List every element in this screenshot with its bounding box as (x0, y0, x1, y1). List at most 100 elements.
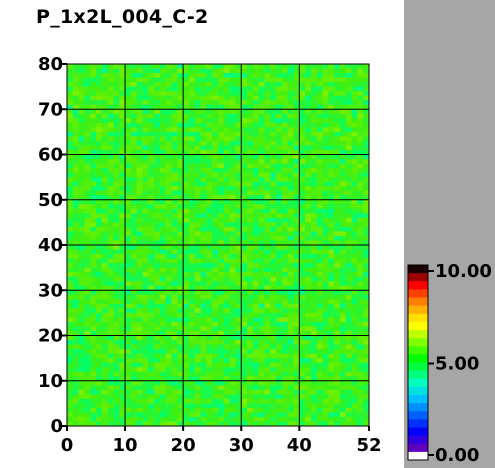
heatmap-cell (281, 312, 289, 318)
heatmap-cell (107, 335, 114, 341)
heatmap-cell (357, 349, 364, 355)
heatmap-cell (264, 64, 271, 69)
heatmap-cell (287, 86, 294, 92)
heatmap-cell (84, 95, 91, 101)
heatmap-cell (72, 86, 80, 92)
heatmap-cell (136, 159, 143, 164)
heatmap-cell (235, 258, 242, 264)
heatmap-cell (264, 254, 271, 259)
heatmap-cell (310, 195, 318, 201)
heatmap-cell (363, 131, 370, 137)
heatmap-cell (218, 213, 225, 219)
colorbar-swatch (408, 305, 428, 315)
heatmap-cell (229, 312, 236, 318)
heatmap-cell (125, 353, 132, 359)
heatmap-cell (206, 376, 213, 382)
heatmap-cell (212, 281, 219, 287)
heatmap-cell (218, 177, 225, 183)
heatmap-cell (316, 385, 323, 391)
heatmap-cell (229, 376, 236, 382)
heatmap-cell (235, 267, 242, 273)
heatmap-cell (252, 380, 260, 386)
heatmap-cell (130, 254, 138, 259)
heatmap-cell (247, 154, 254, 160)
heatmap-cell (101, 367, 109, 373)
heatmap-cell (212, 272, 219, 278)
heatmap-cell (148, 367, 155, 373)
heatmap-cell (363, 127, 370, 133)
heatmap-cell (339, 254, 347, 259)
heatmap-cell (345, 281, 352, 287)
heatmap-cell (96, 416, 103, 422)
heatmap-cell (281, 186, 289, 192)
heatmap-cell (293, 317, 300, 323)
heatmap-cell (218, 317, 225, 323)
heatmap-cell (159, 344, 167, 350)
heatmap-cell (171, 358, 178, 364)
heatmap-cell (212, 285, 219, 291)
heatmap-cell (84, 109, 91, 115)
colorbar-swatch (408, 273, 428, 282)
colorbar: 10.005.000.00 (407, 261, 492, 466)
heatmap-cell (142, 204, 149, 210)
heatmap-cell (229, 412, 236, 418)
heatmap-cell (310, 294, 318, 300)
heatmap-cell (96, 263, 103, 269)
heatmap-cell (328, 181, 335, 187)
heatmap-cell (206, 358, 213, 364)
heatmap-cell (322, 181, 329, 187)
heatmap-cell (136, 149, 143, 155)
heatmap-cell (299, 73, 306, 78)
heatmap-cell (136, 276, 143, 282)
heatmap-cell (165, 231, 172, 237)
heatmap-cell (78, 416, 85, 422)
heatmap-cell (322, 64, 329, 69)
heatmap-cell (177, 362, 184, 368)
heatmap-cell (270, 82, 277, 88)
heatmap-cell (72, 412, 80, 418)
heatmap-cell (293, 276, 300, 282)
heatmap-cell (339, 412, 347, 418)
heatmap-cell (316, 68, 323, 74)
heatmap-cell (148, 349, 155, 355)
heatmap-cell (252, 290, 260, 296)
heatmap-cell (154, 362, 161, 368)
heatmap-cell (119, 199, 126, 205)
heatmap-cell (177, 389, 184, 395)
heatmap-cell (171, 77, 178, 83)
heatmap-cell (235, 145, 242, 151)
heatmap-cell (363, 118, 370, 124)
heatmap-cell (90, 226, 97, 232)
heatmap-cell (142, 149, 149, 155)
heatmap-cell (310, 217, 318, 223)
heatmap-cell (363, 421, 370, 427)
heatmap-cell (235, 127, 242, 133)
heatmap-cell (310, 321, 318, 327)
heatmap-cell (235, 272, 242, 278)
heatmap-cell (241, 308, 248, 314)
heatmap-cell (90, 312, 97, 318)
heatmap-cell (159, 122, 167, 128)
heatmap-cell (276, 299, 283, 305)
heatmap-cell (96, 308, 103, 314)
heatmap-cell (90, 181, 97, 187)
heatmap-cell (188, 398, 196, 404)
heatmap-cell (154, 145, 161, 151)
heatmap-cell (125, 272, 132, 278)
heatmap-cell (165, 258, 172, 264)
heatmap-cell (339, 226, 347, 232)
heatmap-cell (177, 317, 184, 323)
heatmap-cell (159, 190, 167, 196)
heatmap-cell (223, 145, 231, 151)
heatmap-cell (218, 335, 225, 341)
heatmap-cell (270, 222, 277, 228)
heatmap-cell (177, 186, 184, 192)
heatmap-cell (107, 172, 114, 178)
heatmap-cell (276, 272, 283, 278)
heatmap-cell (229, 222, 236, 228)
heatmap-cell (206, 272, 213, 278)
heatmap-cell (322, 77, 329, 83)
heatmap-cell (305, 186, 312, 192)
heatmap-cell (67, 149, 74, 155)
